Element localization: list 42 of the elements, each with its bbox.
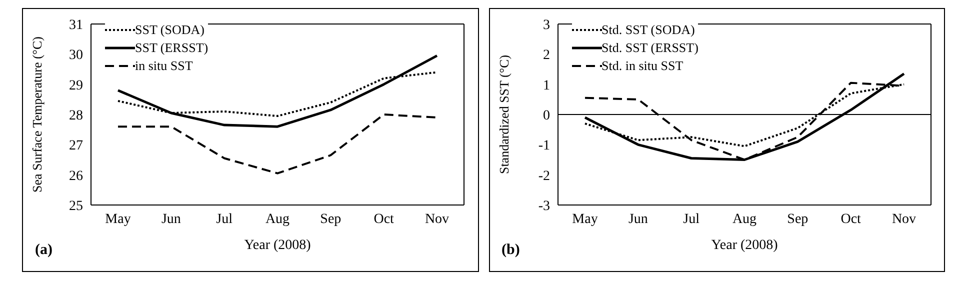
line-series — [116, 54, 438, 128]
x-tick-label: Nov — [891, 212, 916, 227]
x-tick-label: Jun — [628, 212, 648, 227]
y-tick-label: 30 — [69, 48, 83, 64]
y-tick-label: -3 — [538, 198, 550, 214]
text: (a) — [35, 242, 52, 259]
y-tick-label: 0 — [542, 108, 550, 124]
y-tick-label: 28 — [69, 108, 83, 124]
x-axis-title: Year (2008) — [710, 238, 778, 253]
x-tick-label: May — [105, 212, 131, 227]
y-tick-label: 27 — [69, 138, 83, 154]
y-tick-label: 26 — [69, 168, 83, 184]
x-tick-label: Sep — [320, 212, 342, 227]
x-tick-label: Sep — [786, 212, 808, 227]
x-tick-label: Oct — [374, 212, 394, 227]
y-tick-label: 29 — [69, 78, 83, 94]
x-tick-label: Aug — [732, 212, 756, 227]
line-series — [117, 114, 438, 174]
legend-label: SST (SODA) — [135, 21, 204, 39]
y-axis-title: Standardized SST (°C) — [496, 54, 512, 174]
x-tick-label: Jul — [682, 212, 700, 227]
y-tick-label: 2 — [542, 48, 550, 64]
legend-label: Std. SST (SODA) — [602, 21, 695, 39]
x-tick-label: Jul — [216, 212, 233, 227]
text: (b) — [502, 242, 520, 259]
legend-label: Std. SST (ERSST) — [602, 39, 698, 57]
x-tick-label: Aug — [265, 212, 290, 227]
x-tick-label: May — [572, 212, 598, 227]
y-axis-title: Sea Surface Temperature (°C) — [30, 36, 45, 193]
legend-label: Std. in situ SST — [602, 57, 684, 75]
y-tick-label: -2 — [538, 168, 550, 184]
y-tick-label: 31 — [69, 18, 83, 33]
x-tick-label: Nov — [424, 212, 450, 227]
x-tick-label: Oct — [840, 212, 861, 227]
y-tick-label: 1 — [542, 78, 550, 94]
y-tick-label: 25 — [69, 198, 83, 214]
x-tick-label: Jun — [161, 212, 181, 227]
y-tick-label: -1 — [538, 138, 550, 154]
x-axis-title: Year (2008) — [244, 238, 312, 253]
legend-label: SST (ERSST) — [135, 39, 208, 57]
legend-label: in situ SST — [135, 57, 193, 75]
y-tick-label: 3 — [542, 18, 550, 33]
